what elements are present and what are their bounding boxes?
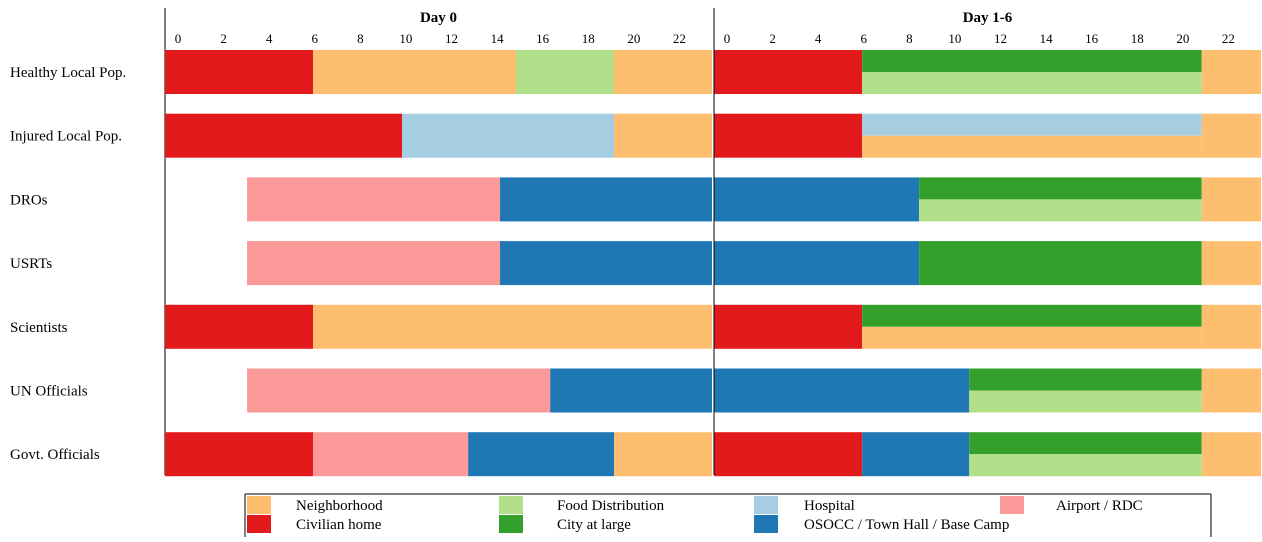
bar-govt-officials-day-0-3-neighborhood: [613, 432, 712, 477]
legend-label-civilian-home: Civilian home: [296, 517, 382, 533]
bar-govt-officials-day-1-6-2-bottom-food: [969, 454, 1202, 477]
x-tick-label-day-1-6-0: 0: [724, 31, 731, 46]
legend-label-osocc: OSOCC / Town Hall / Base Camp: [804, 517, 1009, 533]
x-tick-label-day-1-6-2: 2: [769, 31, 776, 46]
row-label-injured-local-pop: Injured Local Pop.: [10, 129, 122, 145]
bar-healthy-local-pop-day-1-6-0-civilian_home: [714, 50, 863, 94]
bar-dros-day-0-0-airport: [247, 177, 501, 222]
bar-injured-local-pop-day-1-6-1-top-hospital: [862, 113, 1202, 136]
row-label-dros: DROs: [10, 192, 48, 208]
x-tick-label-day-1-6-8: 8: [906, 31, 913, 46]
bar-healthy-local-pop-day-1-6-1-top-city: [862, 50, 1202, 72]
bar-govt-officials-day-1-6-1-osocc: [862, 432, 970, 477]
panel-title-day-1-6: Day 1-6: [963, 10, 1013, 26]
bar-un-officials-day-1-6-1-top-city: [969, 368, 1202, 391]
bar-dros-day-1-6-0-osocc: [714, 177, 920, 222]
legend-swatch-civilian-home: [247, 515, 271, 533]
bar-govt-officials-day-0-1-airport: [313, 432, 469, 477]
x-tick-label-day-0-10: 10: [399, 31, 412, 46]
bar-scientists-day-1-6-2-neighborhood: [1201, 304, 1261, 349]
x-tick-label-day-0-18: 18: [582, 31, 595, 46]
bar-injured-local-pop-day-1-6-2-neighborhood: [1201, 113, 1261, 158]
bar-injured-local-pop-day-1-6-1-bottom-neighborhood: [862, 135, 1202, 158]
bar-healthy-local-pop-day-0-1-neighborhood: [313, 50, 516, 94]
bar-govt-officials-day-1-6-0-civilian_home: [714, 432, 863, 477]
x-tick-label-day-1-6-20: 20: [1176, 31, 1189, 46]
legend-swatch-hospital: [754, 496, 778, 514]
x-tick-label-day-0-2: 2: [220, 31, 227, 46]
legend-label-food: Food Distribution: [557, 498, 665, 514]
bar-scientists-day-1-6-1-bottom-neighborhood: [862, 326, 1202, 349]
bar-govt-officials-day-0-2-osocc: [468, 432, 614, 477]
bar-usrts-day-1-6-1-city: [919, 241, 1202, 286]
bar-un-officials-day-0-1-osocc: [550, 368, 712, 413]
bar-injured-local-pop-day-0-0-civilian_home: [165, 113, 403, 158]
x-tick-label-day-0-8: 8: [357, 31, 364, 46]
x-tick-label-day-0-12: 12: [445, 31, 458, 46]
bar-healthy-local-pop-day-1-6-1-bottom-food: [862, 72, 1202, 94]
bar-govt-officials-day-1-6-3-neighborhood: [1201, 432, 1261, 477]
bar-usrts-day-1-6-2-neighborhood: [1201, 241, 1261, 286]
legend-label-neighborhood: Neighborhood: [296, 498, 383, 514]
x-tick-label-day-1-6-16: 16: [1085, 31, 1099, 46]
bar-govt-officials-day-0-0-civilian_home: [165, 432, 314, 477]
bar-govt-officials-day-1-6-2-top-city: [969, 432, 1202, 455]
legend-swatch-food: [499, 496, 523, 514]
x-tick-label-day-1-6-10: 10: [948, 31, 961, 46]
panel-title-day-0: Day 0: [420, 10, 457, 26]
legend-swatch-osocc: [754, 515, 778, 533]
bar-dros-day-1-6-1-bottom-food: [919, 199, 1202, 222]
x-tick-label-day-1-6-18: 18: [1131, 31, 1144, 46]
bar-dros-day-1-6-1-top-city: [919, 177, 1202, 200]
legend-label-airport: Airport / RDC: [1056, 498, 1143, 514]
bar-un-officials-day-0-0-airport: [247, 368, 551, 413]
bar-injured-local-pop-day-0-2-neighborhood: [613, 113, 712, 158]
row-label-usrts: USRTs: [10, 256, 52, 272]
bar-scientists-day-0-0-civilian_home: [165, 304, 314, 349]
legend-label-city: City at large: [557, 517, 631, 533]
row-label-un-officials: UN Officials: [10, 384, 88, 400]
row-label-govt-officials: Govt. Officials: [10, 447, 100, 463]
bar-healthy-local-pop-day-1-6-2-neighborhood: [1201, 50, 1261, 94]
x-tick-label-day-0-6: 6: [312, 31, 319, 46]
bar-un-officials-day-1-6-1-bottom-food: [969, 390, 1202, 413]
bar-usrts-day-0-1-osocc: [500, 241, 712, 286]
bar-usrts-day-1-6-0-osocc: [714, 241, 920, 286]
legend-swatch-airport: [1000, 496, 1024, 514]
x-tick-label-day-1-6-14: 14: [1040, 31, 1054, 46]
bar-healthy-local-pop-day-0-0-civilian_home: [165, 50, 314, 94]
bar-un-officials-day-1-6-0-osocc: [714, 368, 970, 413]
x-tick-label-day-0-0: 0: [175, 31, 182, 46]
bar-dros-day-0-1-osocc: [500, 177, 712, 222]
x-tick-label-day-0-22: 22: [673, 31, 686, 46]
bar-healthy-local-pop-day-0-3-neighborhood: [613, 50, 712, 94]
row-label-scientists: Scientists: [10, 320, 68, 336]
x-tick-label-day-1-6-6: 6: [861, 31, 868, 46]
bar-scientists-day-0-1-neighborhood: [313, 304, 712, 349]
legend-swatch-neighborhood: [247, 496, 271, 514]
x-tick-label-day-1-6-4: 4: [815, 31, 822, 46]
x-tick-label-day-1-6-22: 22: [1222, 31, 1235, 46]
x-tick-label-day-0-16: 16: [536, 31, 550, 46]
x-tick-label-day-1-6-12: 12: [994, 31, 1007, 46]
row-label-healthy-local-pop: Healthy Local Pop.: [10, 65, 126, 81]
bar-scientists-day-1-6-1-top-city: [862, 304, 1202, 327]
x-tick-label-day-0-14: 14: [491, 31, 505, 46]
bar-scientists-day-1-6-0-civilian_home: [714, 304, 863, 349]
bar-healthy-local-pop-day-0-2-food: [515, 50, 614, 94]
legend-label-hospital: Hospital: [804, 498, 855, 514]
legend-swatch-city: [499, 515, 523, 533]
bar-usrts-day-0-0-airport: [247, 241, 501, 286]
x-tick-label-day-0-20: 20: [627, 31, 640, 46]
bar-un-officials-day-1-6-2-neighborhood: [1201, 368, 1261, 413]
x-tick-label-day-0-4: 4: [266, 31, 273, 46]
bar-injured-local-pop-day-0-1-hospital: [402, 113, 614, 158]
bar-dros-day-1-6-2-neighborhood: [1201, 177, 1261, 222]
bar-injured-local-pop-day-1-6-0-civilian_home: [714, 113, 863, 158]
